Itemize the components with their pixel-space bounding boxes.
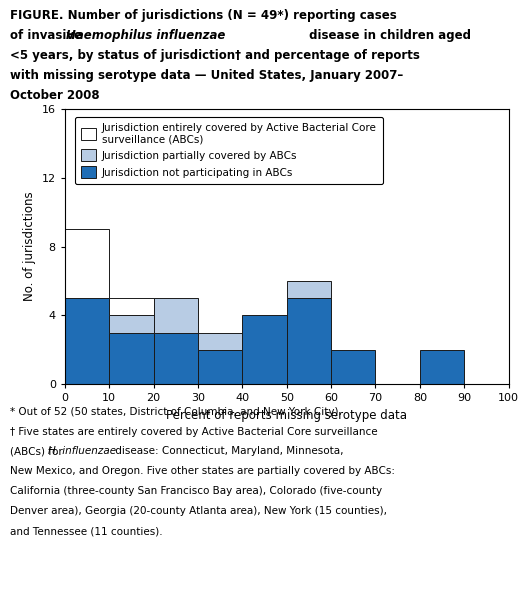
Text: (ABCs) for: (ABCs) for [10,446,66,457]
Text: FIGURE. Number of jurisdictions (N = 49*) reporting cases: FIGURE. Number of jurisdictions (N = 49*… [10,9,397,22]
Text: disease: Connecticut, Maryland, Minnesota,: disease: Connecticut, Maryland, Minnesot… [112,446,343,457]
Text: with missing serotype data — United States, January 2007–: with missing serotype data — United Stat… [10,69,404,82]
Bar [109,298,154,315]
X-axis label: Percent of reports missing serotype data: Percent of reports missing serotype data [166,409,407,422]
Text: Haemophilus influenzae: Haemophilus influenzae [66,29,225,42]
Text: H. influenzae: H. influenzae [48,446,116,457]
Legend: Jurisdiction entirely covered by Active Bacterial Core
surveillance (ABCs), Juri: Jurisdiction entirely covered by Active … [75,117,383,185]
Text: Denver area), Georgia (20-county Atlanta area), New York (15 counties),: Denver area), Georgia (20-county Atlanta… [10,506,387,517]
Bar [242,315,286,384]
Bar [198,350,242,384]
Bar [154,333,198,384]
Text: disease in children aged: disease in children aged [305,29,471,42]
Text: * Out of 52 (50 states, District of Columbia, and New York City).: * Out of 52 (50 states, District of Colu… [10,407,342,417]
Text: <5 years, by status of jurisdiction† and percentage of reports: <5 years, by status of jurisdiction† and… [10,49,420,62]
Bar [420,350,464,384]
Text: California (three-county San Francisco Bay area), Colorado (five-county: California (three-county San Francisco B… [10,486,383,497]
Bar [109,315,154,333]
Bar [154,298,198,333]
Bar [109,333,154,384]
Text: New Mexico, and Oregon. Five other states are partially covered by ABCs:: New Mexico, and Oregon. Five other state… [10,466,395,477]
Text: of invasive: of invasive [10,29,87,42]
Bar [198,333,242,350]
Y-axis label: No. of jurisdictions: No. of jurisdictions [23,192,36,301]
Bar [65,229,109,298]
Text: † Five states are entirely covered by Active Bacterial Core surveillance: † Five states are entirely covered by Ac… [10,427,378,437]
Bar [286,298,331,384]
Bar [65,298,109,384]
Bar [286,281,331,298]
Bar [331,350,376,384]
Text: and Tennessee (11 counties).: and Tennessee (11 counties). [10,526,163,537]
Text: October 2008: October 2008 [10,89,100,102]
